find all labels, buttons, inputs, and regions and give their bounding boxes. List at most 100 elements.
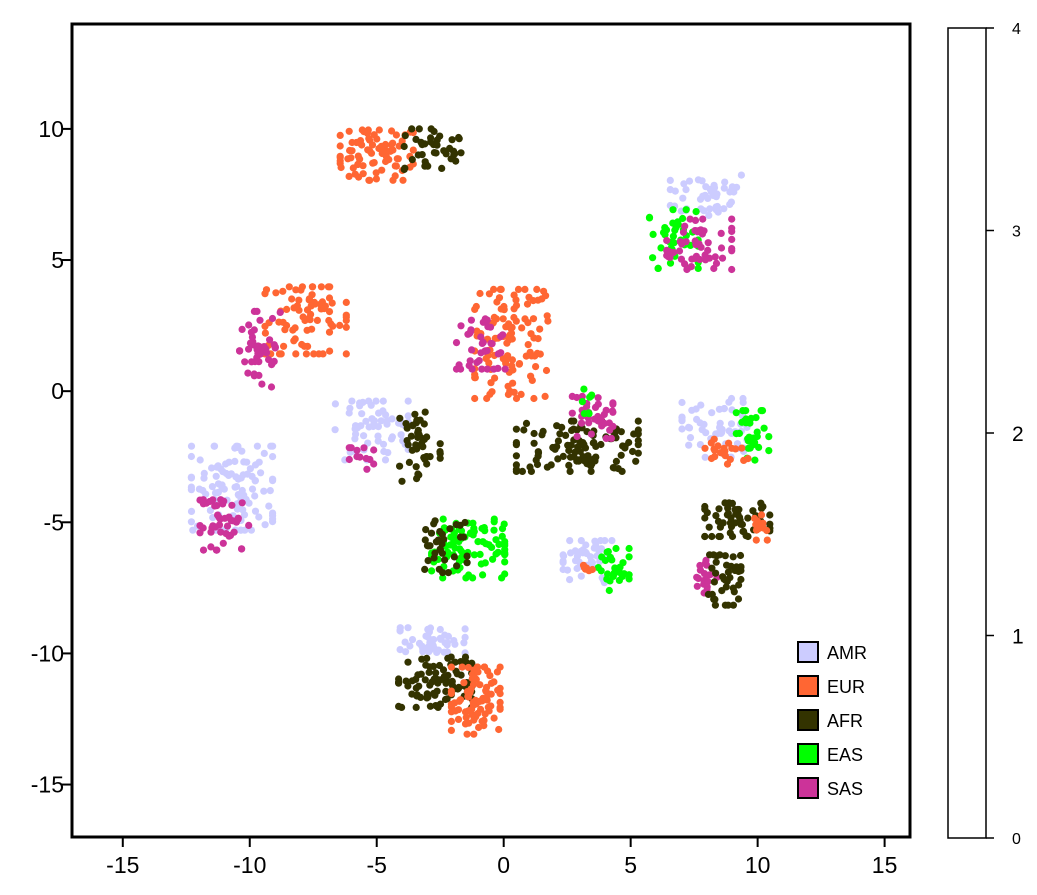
data-point [279, 318, 287, 326]
data-point [722, 576, 730, 585]
data-point [255, 371, 263, 379]
data-point [501, 551, 509, 559]
cluster-sas [452, 315, 509, 373]
data-point [528, 376, 536, 384]
data-point [742, 407, 750, 415]
data-point [536, 350, 544, 358]
data-point [345, 455, 353, 464]
data-point [358, 410, 366, 418]
data-point [600, 419, 609, 427]
data-point [441, 556, 449, 564]
data-point [559, 565, 567, 574]
data-point [412, 463, 420, 471]
data-point [370, 446, 378, 454]
data-point [719, 450, 727, 458]
data-point [723, 561, 731, 569]
data-point [342, 311, 350, 319]
data-point [261, 329, 269, 337]
data-point [760, 424, 768, 432]
data-point [431, 691, 439, 699]
data-point [304, 342, 312, 350]
data-point [728, 499, 737, 507]
data-point [704, 239, 712, 247]
data-point [417, 670, 425, 678]
cluster-eur [447, 663, 504, 738]
data-point [470, 730, 478, 738]
data-point [744, 455, 752, 463]
cluster-amr [666, 171, 746, 219]
data-point [734, 595, 743, 603]
data-point [663, 246, 671, 254]
colorbar-tick-label: 0 [1012, 831, 1021, 848]
data-point [534, 452, 542, 460]
data-point [565, 461, 573, 469]
data-point [495, 540, 503, 549]
data-point [452, 667, 460, 675]
data-point [488, 388, 496, 396]
data-point [501, 365, 509, 373]
data-point [418, 439, 426, 448]
data-point [187, 442, 196, 450]
data-point [518, 467, 527, 475]
data-point [577, 572, 585, 580]
data-point [744, 444, 753, 452]
data-point [514, 285, 523, 293]
data-point [587, 467, 595, 475]
data-point [439, 515, 447, 523]
data-point [375, 126, 383, 134]
data-point [436, 448, 444, 456]
data-point [408, 677, 416, 685]
y-tick-label: -5 [44, 509, 64, 535]
data-point [374, 437, 382, 445]
data-point [414, 151, 422, 159]
data-point [625, 544, 633, 553]
data-point [421, 676, 429, 684]
data-point [446, 525, 454, 533]
data-point [661, 224, 669, 232]
data-point [710, 595, 718, 603]
data-point [342, 323, 350, 331]
data-point [368, 141, 377, 149]
data-point [187, 518, 195, 526]
points-layer [187, 125, 774, 738]
data-point [543, 312, 551, 320]
data-point [617, 451, 625, 459]
data-point [680, 180, 688, 188]
data-point [348, 138, 356, 147]
data-point [251, 507, 260, 515]
data-point [700, 207, 708, 215]
data-point [737, 171, 746, 179]
data-point [196, 522, 204, 530]
data-point [730, 188, 738, 196]
data-point [490, 285, 498, 293]
data-point [196, 529, 204, 537]
data-point [693, 582, 701, 590]
data-point [765, 433, 773, 441]
data-point [711, 253, 719, 261]
data-point [200, 474, 208, 482]
data-point [717, 244, 726, 252]
data-point [439, 574, 447, 582]
data-point [707, 188, 716, 196]
data-point [266, 336, 274, 344]
data-point [504, 382, 512, 390]
data-point [740, 527, 748, 536]
data-point [362, 417, 370, 425]
data-point [325, 316, 333, 325]
data-point [524, 341, 532, 349]
colorbar: 0 1 2 3 4 [947, 21, 1024, 848]
data-point [439, 666, 448, 674]
data-point [576, 447, 584, 456]
data-point [379, 440, 388, 448]
data-point [292, 286, 300, 294]
data-point [726, 529, 734, 537]
data-point [187, 507, 196, 515]
legend-label: EUR [827, 677, 865, 697]
data-point [303, 326, 311, 334]
data-point [694, 264, 702, 272]
data-point [318, 298, 326, 306]
y-tick-label: 10 [38, 116, 64, 142]
data-point [291, 324, 299, 332]
data-point [385, 156, 393, 164]
data-point [744, 435, 752, 443]
